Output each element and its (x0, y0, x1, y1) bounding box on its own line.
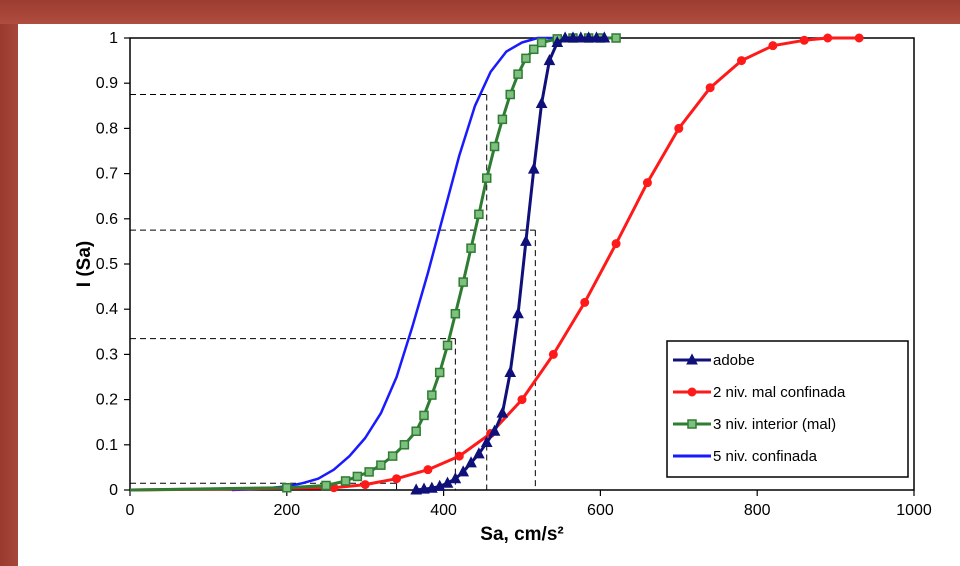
data-point-0 (480, 435, 493, 448)
y-tick-label: 0.8 (96, 120, 118, 137)
data-point-2 (466, 243, 476, 253)
data-point-1 (423, 465, 433, 475)
legend-label: 2 niv. mal confinada (713, 384, 846, 401)
data-point-0 (410, 483, 422, 495)
data-point-2 (352, 471, 363, 482)
y-tick-label: 0.4 (96, 301, 118, 318)
data-point-2 (427, 390, 437, 400)
y-tick-label: 0.5 (96, 256, 118, 273)
y-axis-title: I (Sa) (74, 241, 95, 287)
data-point-1 (517, 395, 527, 405)
x-tick-label: 400 (430, 502, 457, 519)
data-point-0 (512, 307, 524, 319)
y-tick-label: 0 (109, 482, 118, 499)
data-point-0 (488, 424, 501, 436)
data-point-2 (481, 173, 492, 183)
data-point-1 (823, 33, 833, 43)
data-point-1 (642, 178, 652, 188)
data-point-2 (364, 467, 374, 477)
data-point-2 (497, 114, 508, 125)
slide-top-band (0, 0, 960, 24)
data-point-2 (450, 308, 461, 319)
legend-label: 3 niv. interior (mal) (713, 416, 836, 433)
chart-svg: 0 0.1 0.2 0.3 0.4 0.5 0.6 0.7 0.8 0.9 1 0 200 400 600 8… (74, 30, 932, 545)
data-point-1 (360, 480, 370, 490)
data-point-2 (474, 209, 484, 220)
data-point-2 (321, 480, 331, 491)
data-point-0 (504, 365, 517, 377)
y-tick-label: 0.6 (96, 211, 118, 228)
data-point-2 (513, 69, 523, 79)
data-point-2 (282, 482, 292, 493)
x-axis-title: Sa, cm/s² (480, 524, 563, 545)
y-tick-label: 0.1 (96, 437, 118, 454)
data-point-0 (520, 234, 532, 246)
legend-swatch-marker (687, 419, 697, 429)
data-point-1 (854, 33, 864, 43)
data-point-0 (449, 472, 462, 484)
legend-box (666, 340, 909, 478)
data-point-0 (527, 162, 540, 174)
data-point-0 (426, 481, 438, 493)
legend-swatch-marker (686, 353, 698, 365)
data-point-0 (559, 31, 571, 43)
x-tick-label: 600 (587, 502, 614, 519)
data-point-1 (454, 451, 464, 461)
data-point-2 (521, 53, 531, 64)
data-point-1 (799, 35, 809, 45)
data-point-1 (392, 474, 402, 484)
data-point-2 (387, 451, 398, 461)
legend-swatch-marker (687, 387, 697, 397)
series-line-3 (231, 36, 569, 492)
data-point-0 (598, 31, 611, 43)
y-tick-label: 0.2 (96, 392, 118, 409)
y-tick-label: 0.9 (96, 75, 118, 92)
data-point-0 (590, 31, 603, 43)
data-point-2 (536, 37, 547, 48)
data-point-0 (543, 54, 556, 66)
data-point-1 (674, 123, 684, 133)
data-point-1 (548, 349, 558, 359)
data-point-0 (574, 31, 587, 43)
data-point-1 (737, 56, 747, 66)
data-point-2 (419, 410, 429, 421)
data-point-0 (418, 482, 430, 494)
data-point-2 (376, 460, 386, 470)
x-tick-label: 200 (273, 502, 300, 519)
data-point-2 (442, 340, 453, 351)
data-point-2 (411, 426, 421, 436)
data-point-0 (496, 406, 509, 418)
data-point-0 (433, 479, 446, 491)
data-point-2 (505, 89, 515, 100)
data-point-0 (567, 31, 579, 43)
data-point-0 (535, 96, 548, 109)
y-tick-label: 0.3 (96, 346, 118, 363)
chart-panel: 0 0.1 0.2 0.3 0.4 0.5 0.6 0.7 0.8 0.9 1 0 200 400 600 8… (18, 24, 960, 566)
data-point-1 (705, 83, 715, 93)
x-tick-label: 800 (744, 502, 771, 519)
data-point-0 (457, 465, 470, 477)
data-point-1 (580, 297, 590, 307)
data-point-2 (434, 367, 445, 378)
data-point-2 (529, 44, 539, 55)
data-point-1 (611, 239, 621, 249)
data-point-0 (582, 31, 595, 43)
data-point-2 (399, 440, 410, 450)
y-tick-label: 0.7 (96, 166, 118, 183)
x-tick-label: 0 (126, 502, 135, 519)
y-tick-label: 1 (109, 30, 118, 47)
data-point-2 (340, 476, 351, 486)
data-point-0 (473, 447, 485, 459)
data-point-2 (611, 33, 621, 43)
legend-label: 5 niv. confinada (713, 448, 818, 465)
x-tick-label: 1000 (896, 502, 932, 519)
legend-label: adobe (713, 352, 755, 369)
data-point-1 (768, 41, 778, 51)
data-point-2 (458, 277, 468, 287)
data-point-0 (465, 456, 477, 468)
data-point-2 (489, 141, 500, 152)
